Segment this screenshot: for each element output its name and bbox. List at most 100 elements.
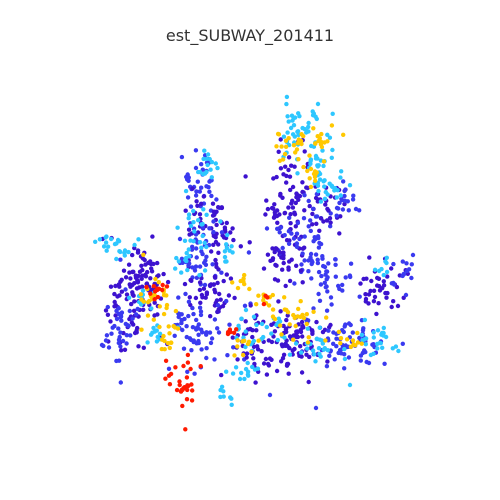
map-point <box>216 330 222 335</box>
map-point <box>151 284 156 289</box>
map-point <box>316 269 322 275</box>
map-point <box>235 344 240 349</box>
map-point <box>289 163 294 168</box>
map-point <box>243 344 248 350</box>
map-point <box>326 261 331 266</box>
map-point <box>283 138 289 143</box>
map-point <box>131 293 136 298</box>
map-point <box>321 219 326 224</box>
map-point <box>185 383 190 388</box>
map-point <box>187 295 192 300</box>
map-point <box>191 208 196 214</box>
map-point <box>271 206 276 211</box>
map-point <box>286 205 291 210</box>
map-point <box>183 208 188 213</box>
map-point <box>197 240 203 245</box>
map-point <box>276 299 281 304</box>
map-point <box>186 227 192 232</box>
map-point <box>304 321 309 327</box>
map-point <box>284 326 289 331</box>
map-point <box>200 295 205 300</box>
map-point <box>251 314 257 319</box>
map-point <box>157 331 163 336</box>
map-point <box>175 225 180 230</box>
map-point <box>306 379 311 385</box>
map-point <box>290 205 296 210</box>
map-point <box>317 337 323 342</box>
map-point <box>199 245 204 250</box>
map-point <box>148 276 153 281</box>
map-point <box>181 386 186 391</box>
map-point <box>302 258 307 263</box>
map-point <box>205 152 211 157</box>
map-point <box>218 219 223 224</box>
map-point <box>324 277 329 282</box>
map-point <box>357 294 362 299</box>
map-point <box>363 336 369 341</box>
map-point <box>141 252 146 257</box>
map-point <box>146 260 151 266</box>
map-point <box>122 347 128 352</box>
map-point <box>325 206 330 212</box>
map-point <box>310 211 315 217</box>
map-point <box>320 256 325 261</box>
map-point <box>275 278 281 283</box>
map-point <box>278 309 283 314</box>
map-point <box>277 250 283 255</box>
map-point <box>184 375 190 380</box>
map-point <box>280 267 285 272</box>
map-point <box>192 229 197 234</box>
map-point <box>112 304 117 309</box>
map-point <box>389 266 394 271</box>
map-point <box>263 356 269 362</box>
map-point <box>324 269 330 274</box>
map-point <box>183 188 189 194</box>
map-point <box>249 349 254 354</box>
map-point <box>194 189 199 194</box>
map-point <box>156 273 161 278</box>
map-point <box>197 189 202 194</box>
map-point <box>317 177 323 182</box>
map-point <box>314 319 319 325</box>
map-point <box>319 273 324 279</box>
map-point <box>179 320 184 326</box>
map-point <box>325 348 330 353</box>
map-point <box>231 330 237 335</box>
map-point <box>322 196 328 201</box>
map-point <box>254 328 259 333</box>
map-point <box>309 261 314 267</box>
map-point <box>300 180 305 185</box>
map-point <box>195 326 201 331</box>
map-point <box>410 252 416 258</box>
map-point <box>310 222 315 227</box>
map-point <box>385 274 390 279</box>
map-point <box>317 228 322 233</box>
map-point <box>185 360 191 365</box>
map-point <box>295 129 300 134</box>
map-point <box>212 317 218 322</box>
map-point <box>313 359 318 364</box>
map-point <box>404 268 410 274</box>
map-point <box>266 303 272 308</box>
map-point <box>180 327 185 333</box>
map-point <box>216 250 221 255</box>
map-point <box>283 144 289 149</box>
map-point <box>290 348 295 353</box>
map-point <box>185 172 190 177</box>
map-point <box>190 244 195 249</box>
map-point <box>250 334 255 340</box>
map-point <box>162 347 167 352</box>
map-point <box>272 249 277 255</box>
map-point <box>163 376 168 381</box>
map-point <box>242 303 248 308</box>
map-point <box>186 247 191 252</box>
map-point <box>348 322 353 328</box>
map-point <box>383 290 388 296</box>
map-point <box>116 306 121 311</box>
map-point <box>346 208 351 213</box>
map-point <box>243 319 248 324</box>
map-point <box>307 203 312 209</box>
map-point <box>209 159 215 165</box>
map-point <box>265 295 270 300</box>
map-point <box>236 323 241 328</box>
